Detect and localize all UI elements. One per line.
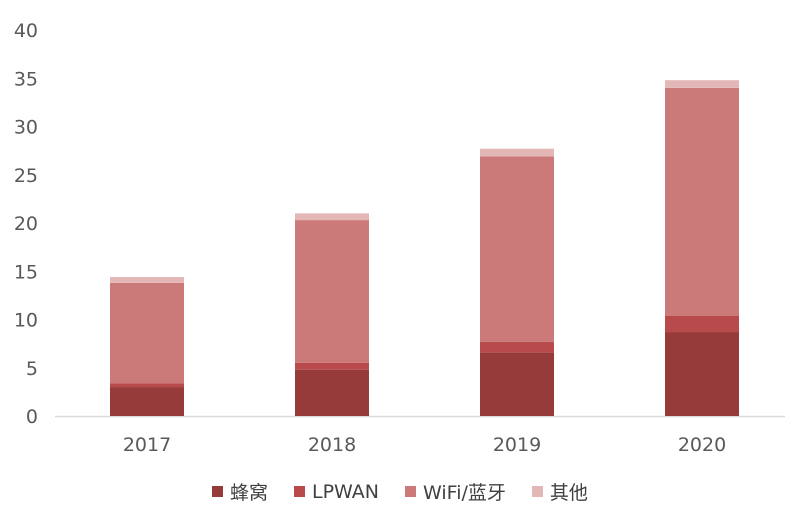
- y-tick-label: 20: [14, 213, 38, 235]
- legend-item: 其他: [531, 478, 588, 505]
- y-tick-label: 15: [14, 261, 38, 283]
- bar-segment-2017-3: [110, 277, 184, 283]
- stacked-bar-chart: 0 5 10 15 20 25 30 35 40 2017 2018 2019 2020: [14, 20, 785, 456]
- bar-segment-2019-3: [480, 148, 554, 157]
- legend: 蜂窝 LPWAN WiFi/蓝牙 其他: [212, 478, 588, 505]
- legend-label: 其他: [549, 482, 588, 504]
- legend-swatch: [405, 486, 417, 497]
- legend-label: 蜂窝: [230, 482, 269, 504]
- y-tick-label: 30: [14, 117, 38, 139]
- legend-item: WiFi/蓝牙: [405, 478, 506, 505]
- legend-label: WiFi/蓝牙: [423, 482, 506, 504]
- legend-item: LPWAN: [294, 481, 379, 503]
- bar-segment-2020-3: [665, 80, 739, 88]
- y-tick-label: 35: [14, 68, 38, 90]
- y-tick-label: 25: [14, 165, 38, 187]
- bar-segment-2020-0: [665, 332, 739, 416]
- bar-segment-2017-1: [110, 383, 184, 388]
- legend-label: LPWAN: [312, 480, 380, 503]
- bar-segment-2019-2: [480, 156, 554, 342]
- bar-segment-2020-2: [665, 87, 739, 316]
- bar-segment-2018-3: [295, 213, 369, 221]
- bar-segment-2017-2: [110, 282, 184, 384]
- legend-item: 蜂窝: [212, 478, 268, 505]
- legend-swatch: [531, 486, 543, 497]
- bar-segment-2019-0: [480, 352, 554, 416]
- x-tick-label: 2018: [308, 434, 356, 456]
- y-tick-label: 0: [26, 406, 38, 428]
- bar-segment-2018-0: [295, 369, 369, 416]
- x-tick-label: 2017: [123, 434, 171, 456]
- bar-segment-2020-1: [665, 315, 739, 333]
- bar-segment-2018-1: [295, 362, 369, 370]
- bar-segment-2018-2: [295, 220, 369, 363]
- y-tick-label: 5: [26, 358, 38, 380]
- bar-segment-2017-0: [110, 387, 184, 416]
- x-tick-label: 2019: [493, 434, 541, 456]
- y-tick-label: 40: [14, 20, 38, 42]
- y-tick-label: 10: [14, 310, 38, 332]
- legend-swatch: [294, 486, 306, 497]
- bar-segment-2019-1: [480, 341, 554, 353]
- x-tick-label: 2020: [678, 434, 726, 456]
- legend-swatch: [212, 486, 223, 497]
